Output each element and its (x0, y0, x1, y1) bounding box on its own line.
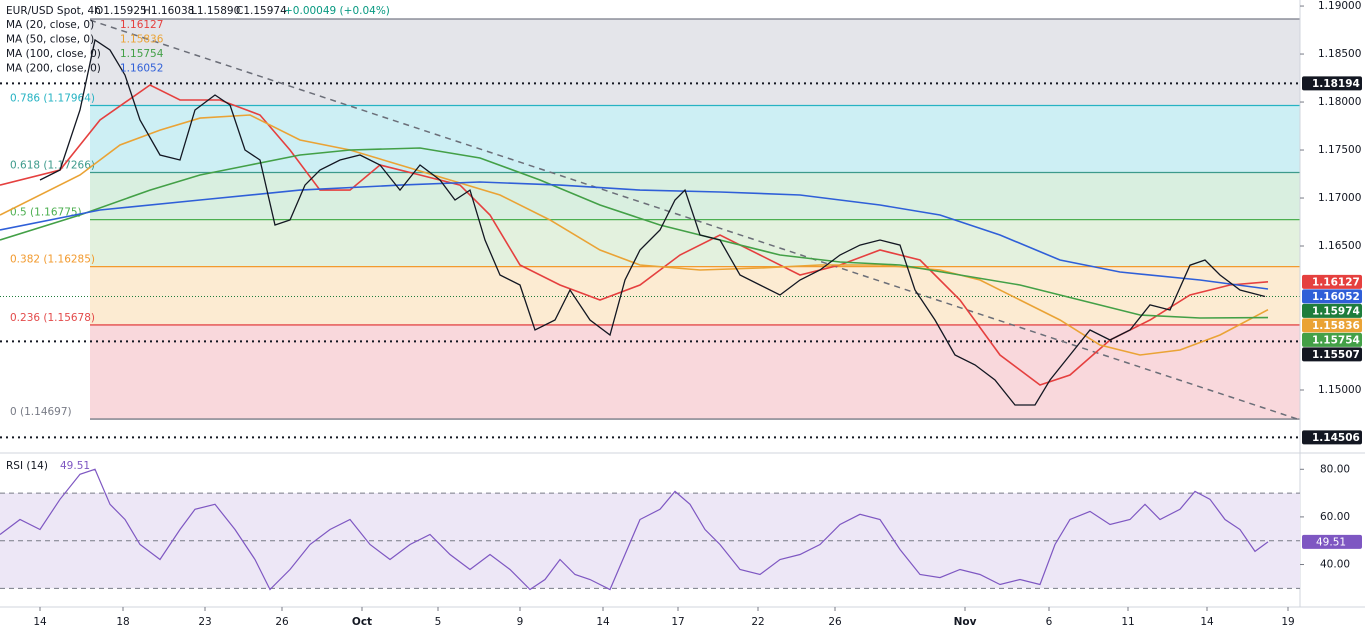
rsi-tick-label: 80.00 (1320, 463, 1350, 475)
fib-zone (90, 266, 1300, 325)
trendline (89, 19, 1301, 421)
x-tick-label: 6 (1046, 616, 1053, 628)
x-tick-label: 23 (198, 616, 211, 628)
rsi-tick-label: 60.00 (1320, 511, 1350, 523)
x-tick-label: 9 (517, 616, 524, 628)
rsi-badge (1302, 534, 1362, 549)
price-badge (1302, 318, 1362, 333)
price-badge-label: 1.15754 (1312, 334, 1360, 346)
legend-name: MA (100, close, 0) (6, 48, 101, 60)
x-tick-label: 14 (33, 616, 47, 628)
x-tick-label: 19 (1281, 616, 1294, 628)
x-tick-label: 17 (671, 616, 684, 628)
ma-line (0, 147, 1269, 319)
legend-name: MA (50, close, 0) (6, 34, 94, 46)
x-tick-label: 11 (1121, 616, 1134, 628)
legend-value: 1.15754 (120, 48, 164, 60)
price-badge (1302, 347, 1362, 362)
price-badge-label: 1.15836 (1312, 320, 1360, 332)
ohlc: O1.15925 (95, 5, 147, 17)
x-tick-label: 14 (1200, 616, 1214, 628)
price-badge-label: 1.14506 (1312, 432, 1360, 444)
price-badge (1302, 332, 1362, 347)
price-line (39, 38, 1266, 406)
x-tick-label: 5 (435, 616, 442, 628)
rsi-value: 49.51 (60, 460, 90, 472)
legend-value: 1.15836 (120, 34, 164, 46)
ma-line (0, 181, 1269, 290)
y-tick-label: 1.17500 (1318, 144, 1361, 156)
ma-line (0, 84, 1269, 386)
price-badge (1302, 430, 1362, 445)
fib-zone (90, 172, 1300, 220)
legend-name: MA (20, close, 0) (6, 19, 94, 31)
rsi-tick-label: 40.00 (1320, 559, 1350, 571)
y-tick-label: 1.18000 (1318, 96, 1361, 108)
price-badge (1302, 303, 1362, 318)
x-tick-label: Nov (954, 616, 977, 628)
fib-zone (90, 19, 1300, 106)
y-tick-label: 1.18500 (1318, 48, 1361, 60)
ohlc: H1.16038 (143, 5, 194, 17)
ma-line (0, 114, 1269, 356)
fib-label: 0 (1.14697) (10, 406, 72, 418)
fib-label: 0.786 (1.17964) (10, 92, 95, 104)
fib-zone (90, 219, 1300, 267)
y-tick-label: 1.16500 (1318, 240, 1361, 252)
y-tick-label: 1.15000 (1318, 384, 1361, 396)
price-badge-label: 1.18194 (1312, 78, 1360, 90)
fib-label: 0.382 (1.16285) (10, 254, 95, 266)
fib-zone (90, 324, 1300, 420)
x-tick-label: 14 (596, 616, 610, 628)
price-pane: 0.786 (1.17964) 0.618 (1.17266) 0.5 (1.167… (0, 18, 1301, 439)
price-badge (1302, 289, 1362, 304)
ohlc: L1.15890 (191, 5, 240, 17)
legend-value: 1.16127 (120, 19, 163, 31)
price-badge (1302, 274, 1362, 289)
x-tick-label: 22 (751, 616, 764, 628)
rsi-line (0, 468, 1269, 591)
rsi-badge-label: 49.51 (1316, 536, 1346, 548)
legend: EUR/USD Spot, 4h O1.15925 H1.16038 L1.15… (6, 5, 390, 17)
change: +0.00049 (+0.04%) (284, 5, 390, 17)
x-tick-label: 26 (275, 616, 289, 628)
rsi-title: RSI (14) (6, 460, 48, 472)
y-tick-label: 1.17000 (1318, 192, 1361, 204)
ohlc: C1.15974 (236, 5, 287, 17)
price-badge-label: 1.16052 (1312, 291, 1360, 303)
legend-value: 1.16052 (120, 63, 163, 75)
x-tick-label: 18 (116, 616, 129, 628)
legend-name: MA (200, close, 0) (6, 63, 101, 75)
price-badge-label: 1.15507 (1312, 349, 1360, 361)
price-badge-label: 1.16127 (1312, 276, 1360, 288)
price-badge-label: 1.15974 (1312, 305, 1360, 317)
fib-label: 0.618 (1.17266) (10, 159, 95, 171)
fib-label: 0.236 (1.15678) (10, 312, 95, 324)
x-tick-label: 26 (828, 616, 842, 628)
fib-zone (90, 105, 1300, 173)
fib-label: 0.5 (1.16775) (10, 207, 82, 219)
y-tick-label: 1.19000 (1318, 0, 1361, 12)
x-tick-label: Oct (352, 616, 372, 628)
symbol: EUR/USD Spot, 4h (6, 5, 101, 17)
price-badge (1302, 76, 1362, 91)
